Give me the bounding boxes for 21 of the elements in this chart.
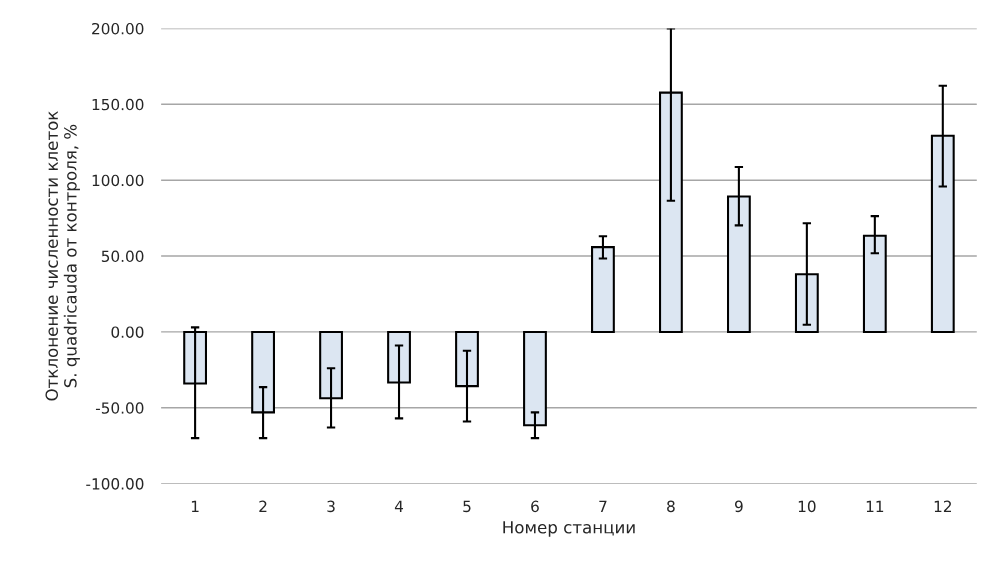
x-tick-label: 6: [531, 500, 539, 513]
x-tick-label: 12: [934, 500, 951, 512]
x-tick-label: 9: [734, 500, 743, 513]
x-tick-label: 8: [667, 500, 675, 513]
x-axis-title: Номер станции: [503, 521, 635, 537]
y-tick-label: 100.00: [92, 174, 144, 187]
y-tick-label: 0.00: [111, 326, 144, 338]
x-tick-label: 3: [327, 500, 335, 513]
x-tick-label: 10: [798, 500, 816, 513]
y-tick-label: -100.00: [86, 478, 144, 490]
y-tick-label: 200.00: [92, 22, 144, 35]
x-tick-label: 4: [394, 500, 404, 512]
y-tick-label: 150.00: [92, 98, 144, 111]
x-tick-label: 11: [866, 500, 884, 512]
y-tick-label: 50.00: [101, 250, 144, 263]
x-tick-label: 1: [191, 500, 199, 512]
y-tick-label: -50.00: [95, 402, 144, 414]
x-tick-label: 5: [463, 500, 471, 513]
y-axis-title: Отклонение численности клеток S. quadricauda от контроля, %: [45, 111, 80, 401]
x-tick-label: 2: [259, 500, 267, 512]
x-tick-label: 7: [599, 500, 607, 512]
